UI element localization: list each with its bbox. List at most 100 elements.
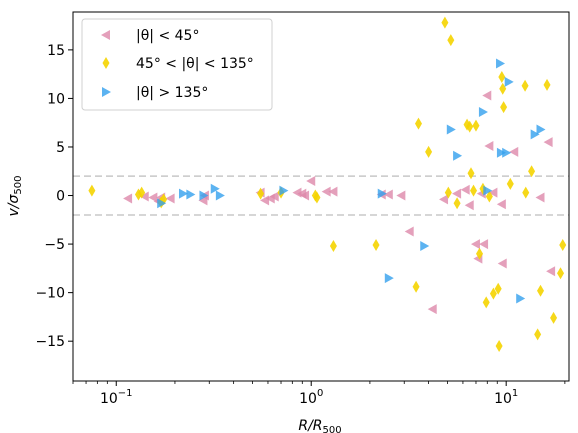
data-point	[425, 145, 433, 158]
data-point	[546, 266, 556, 277]
data-point	[441, 16, 449, 29]
data-point	[535, 192, 545, 203]
data-point	[522, 186, 530, 199]
data-point	[467, 167, 475, 180]
data-point	[498, 71, 506, 84]
data-point	[88, 184, 96, 197]
y-tick-label: 15	[47, 43, 65, 59]
data-point	[404, 226, 414, 237]
axis-ticks: −15 −10 −5 0 5 10 15 10−1 100 101	[35, 43, 566, 407]
data-point	[292, 187, 302, 198]
data-point	[528, 165, 536, 178]
data-point	[306, 175, 316, 186]
data-point	[165, 193, 175, 204]
data-point	[329, 240, 337, 253]
legend-marker	[101, 30, 110, 40]
data-point	[496, 58, 506, 69]
data-point	[412, 280, 420, 293]
data-point	[534, 328, 542, 341]
data-point	[321, 186, 331, 197]
legend-label: |θ| < 45°	[136, 28, 199, 44]
data-point	[396, 190, 406, 201]
data-point	[470, 184, 478, 197]
data-point	[543, 78, 551, 91]
data-point	[279, 185, 289, 196]
series-1	[123, 90, 556, 315]
data-point	[269, 191, 279, 202]
data-point	[496, 147, 506, 158]
data-point	[484, 141, 494, 152]
data-point	[482, 90, 492, 101]
series-2	[88, 16, 567, 353]
data-point	[372, 239, 380, 252]
data-point	[420, 241, 430, 252]
data-point	[472, 119, 480, 132]
data-point	[483, 185, 493, 196]
plot-frame	[72, 11, 570, 382]
legend-entry: |θ| > 135°	[102, 85, 208, 101]
y-tick-label: −15	[35, 334, 65, 350]
data-point	[215, 190, 225, 201]
data-point	[506, 177, 514, 190]
data-point	[384, 273, 394, 284]
data-point	[383, 189, 393, 200]
x-axis-label: R/R500	[298, 418, 341, 433]
data-point	[414, 117, 422, 130]
data-point	[186, 189, 196, 200]
y-tick-label: −5	[44, 237, 65, 253]
data-point	[509, 146, 519, 157]
data-point	[179, 188, 189, 199]
legend-marker	[102, 87, 111, 97]
legend-label: 45° < |θ| < 135°	[136, 56, 254, 72]
legend-label: |θ| > 135°	[136, 85, 208, 101]
y-tick-label: 10	[47, 91, 65, 107]
data-points	[88, 16, 567, 353]
reference-lines	[73, 175, 569, 216]
legend-entry: |θ| < 45°	[101, 28, 199, 44]
legend-entry: 45° < |θ| < 135°	[102, 56, 254, 72]
data-point	[139, 191, 149, 202]
y-tick-label: −10	[35, 286, 65, 302]
data-point	[210, 183, 220, 194]
data-point	[485, 190, 493, 203]
data-point	[557, 267, 565, 280]
data-point	[148, 192, 158, 203]
data-point	[466, 120, 474, 133]
series-3	[157, 58, 546, 304]
data-point	[464, 200, 474, 211]
y-tick-label: 0	[56, 189, 65, 205]
data-point	[516, 293, 526, 304]
x-tick-label: 10−1	[100, 388, 133, 407]
data-point	[521, 79, 529, 92]
data-point	[559, 239, 567, 252]
data-point	[482, 296, 490, 309]
data-point	[530, 129, 540, 140]
data-point	[444, 186, 452, 199]
data-point	[497, 258, 507, 269]
data-point	[537, 284, 545, 297]
data-point	[470, 239, 480, 250]
data-point	[489, 287, 497, 300]
y-axis-label: v/σ500	[6, 176, 24, 217]
data-point	[300, 190, 310, 201]
data-point	[377, 188, 387, 199]
data-point	[550, 311, 558, 324]
data-point	[439, 194, 449, 205]
data-point	[123, 193, 133, 204]
data-point	[500, 101, 508, 114]
legend-marker	[102, 57, 110, 69]
y-tick-label: 5	[56, 140, 65, 156]
data-point	[427, 304, 437, 315]
data-point	[504, 76, 514, 87]
data-point	[199, 190, 209, 201]
data-point	[452, 188, 462, 199]
data-point	[496, 199, 506, 210]
data-point	[453, 150, 463, 161]
data-point	[460, 184, 470, 195]
data-point	[476, 247, 484, 260]
data-point	[499, 82, 507, 95]
legend-box	[81, 18, 273, 111]
x-tick-label: 101	[494, 388, 518, 407]
data-point	[494, 282, 502, 295]
